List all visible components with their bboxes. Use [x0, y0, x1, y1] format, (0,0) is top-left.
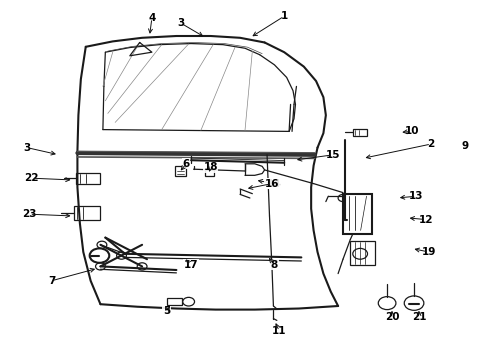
Text: 7: 7 [48, 276, 55, 286]
Circle shape [137, 263, 147, 270]
Text: 14: 14 [267, 179, 282, 189]
FancyBboxPatch shape [350, 241, 375, 265]
Text: 5: 5 [163, 306, 170, 316]
Circle shape [338, 194, 348, 202]
Text: 3: 3 [24, 143, 30, 153]
FancyBboxPatch shape [343, 194, 372, 234]
Text: 20: 20 [385, 312, 399, 322]
FancyBboxPatch shape [74, 206, 100, 220]
Circle shape [183, 297, 195, 306]
FancyBboxPatch shape [167, 298, 182, 305]
Circle shape [117, 252, 126, 259]
Text: 15: 15 [326, 150, 341, 160]
Circle shape [96, 263, 105, 270]
Text: 22: 22 [24, 173, 39, 183]
FancyBboxPatch shape [353, 129, 367, 136]
Text: 1: 1 [281, 11, 288, 21]
Text: 18: 18 [203, 162, 218, 172]
Text: 6: 6 [183, 159, 190, 169]
Circle shape [378, 297, 396, 310]
Text: 3: 3 [178, 18, 185, 28]
Text: 4: 4 [148, 13, 156, 23]
FancyBboxPatch shape [76, 173, 100, 184]
Text: 12: 12 [419, 215, 434, 225]
Circle shape [353, 248, 368, 259]
Text: 23: 23 [22, 209, 37, 219]
FancyBboxPatch shape [205, 170, 214, 176]
Text: 21: 21 [412, 312, 426, 322]
Text: 8: 8 [271, 260, 278, 270]
Text: 16: 16 [265, 179, 279, 189]
Text: 11: 11 [272, 326, 287, 336]
Circle shape [90, 248, 109, 263]
Text: 2: 2 [428, 139, 435, 149]
Circle shape [97, 241, 107, 248]
Text: 19: 19 [421, 247, 436, 257]
Circle shape [404, 296, 424, 310]
Text: 10: 10 [404, 126, 419, 136]
Text: 9: 9 [462, 141, 469, 151]
Text: 13: 13 [409, 191, 424, 201]
FancyBboxPatch shape [175, 166, 186, 176]
Text: 17: 17 [184, 260, 198, 270]
